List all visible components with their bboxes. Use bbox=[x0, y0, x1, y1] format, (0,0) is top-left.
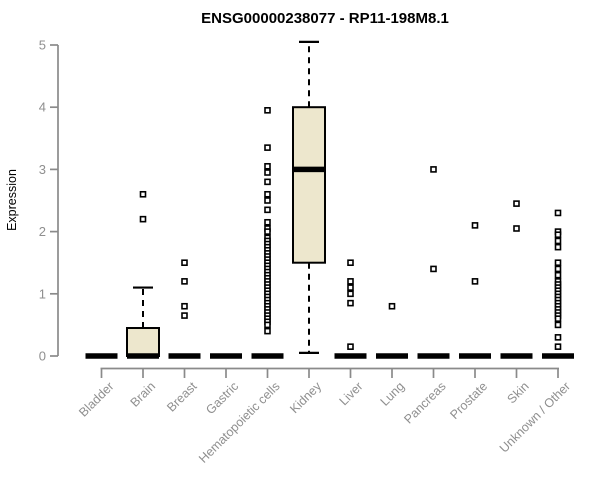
y-tick-label: 1 bbox=[39, 286, 46, 301]
x-category-label: Prostate bbox=[447, 379, 490, 422]
outlier-point bbox=[139, 190, 147, 198]
box-group bbox=[210, 353, 242, 359]
x-category-label: Gastric bbox=[203, 379, 241, 417]
outlier-point bbox=[139, 215, 147, 223]
outlier-point bbox=[264, 327, 271, 335]
boxplot-series bbox=[85, 40, 574, 359]
outlier-point bbox=[347, 290, 354, 298]
outlier-point bbox=[554, 321, 562, 329]
outlier-point bbox=[264, 190, 271, 198]
outlier-point bbox=[430, 265, 437, 273]
x-category-label: Unknown / Other bbox=[497, 379, 573, 455]
outlier-point bbox=[554, 265, 562, 273]
x-category-label: Liver bbox=[337, 379, 366, 408]
outlier-point bbox=[347, 278, 354, 285]
box-group bbox=[168, 259, 201, 359]
box-group bbox=[417, 166, 450, 359]
median-line bbox=[376, 353, 408, 359]
y-tick-label: 2 bbox=[39, 224, 46, 239]
x-category-label: Bladder bbox=[76, 379, 116, 419]
x-category-label: Kidney bbox=[287, 379, 324, 416]
y-tick-label: 3 bbox=[39, 162, 46, 177]
median-line bbox=[542, 353, 574, 359]
outlier-point bbox=[554, 259, 562, 267]
outlier-point bbox=[554, 209, 562, 217]
median-line bbox=[417, 353, 450, 359]
outlier-point bbox=[554, 343, 562, 350]
median-line bbox=[334, 353, 367, 359]
y-tick-label: 5 bbox=[39, 38, 46, 53]
outlier-point bbox=[554, 315, 562, 322]
outlier-point bbox=[264, 169, 271, 176]
outlier-point bbox=[430, 166, 437, 173]
outlier-point bbox=[181, 312, 188, 319]
x-category-label: Brain bbox=[128, 379, 159, 410]
outlier-point bbox=[554, 231, 562, 239]
median-line bbox=[168, 353, 201, 359]
outlier-point bbox=[264, 107, 271, 114]
outlier-point bbox=[181, 259, 188, 267]
median-line bbox=[210, 353, 242, 359]
outlier-point bbox=[181, 302, 188, 310]
box-group bbox=[376, 302, 408, 359]
x-category-label: Breast bbox=[164, 379, 200, 415]
x-category-label: Hematopoietic cells bbox=[196, 379, 283, 466]
outlier-point bbox=[347, 343, 354, 350]
outlier-point bbox=[388, 302, 396, 310]
y-tick-label: 0 bbox=[39, 349, 46, 364]
box-group bbox=[292, 40, 326, 354]
outlier-point bbox=[347, 259, 354, 267]
median-line bbox=[293, 166, 325, 173]
outlier-point bbox=[264, 162, 271, 170]
outlier-point bbox=[513, 225, 520, 232]
box-group bbox=[334, 259, 367, 359]
outlier-point bbox=[554, 243, 562, 251]
chart-title: ENSG00000238077 - RP11-198M8.1 bbox=[201, 10, 449, 27]
outlier-point bbox=[471, 222, 479, 229]
outlier-point bbox=[264, 218, 271, 226]
outlier-point bbox=[264, 197, 271, 204]
median-line bbox=[127, 353, 159, 359]
outlier-point bbox=[264, 144, 271, 151]
median-line bbox=[251, 353, 284, 359]
box-group bbox=[85, 353, 118, 359]
box-group bbox=[459, 222, 491, 359]
outlier-point bbox=[264, 206, 271, 214]
outlier-point bbox=[347, 284, 354, 291]
outlier-point bbox=[471, 278, 479, 285]
x-category-label: Lung bbox=[378, 379, 408, 409]
box-rect bbox=[292, 106, 326, 264]
box-group bbox=[500, 200, 533, 359]
outlier-point bbox=[264, 228, 271, 235]
median-line bbox=[459, 353, 491, 359]
outlier-point bbox=[264, 178, 271, 186]
box-group bbox=[251, 107, 284, 359]
y-axis-label: Expression bbox=[5, 169, 19, 231]
box-group bbox=[126, 190, 160, 359]
box-rect bbox=[126, 327, 160, 358]
x-category-label: Pancreas bbox=[401, 379, 448, 426]
median-line bbox=[85, 353, 118, 359]
median-line bbox=[500, 353, 533, 359]
x-category-label: Skin bbox=[505, 379, 532, 406]
outlier-point bbox=[347, 299, 354, 307]
y-tick-label: 4 bbox=[39, 100, 46, 115]
outlier-point bbox=[554, 237, 562, 245]
outlier-point bbox=[554, 334, 562, 341]
outlier-point bbox=[264, 321, 271, 329]
outlier-point bbox=[513, 200, 520, 207]
outlier-point bbox=[554, 271, 562, 279]
box-group bbox=[542, 209, 574, 359]
outlier-point bbox=[181, 278, 188, 285]
y-axis: 0 1 2 3 4 5 bbox=[39, 38, 59, 364]
